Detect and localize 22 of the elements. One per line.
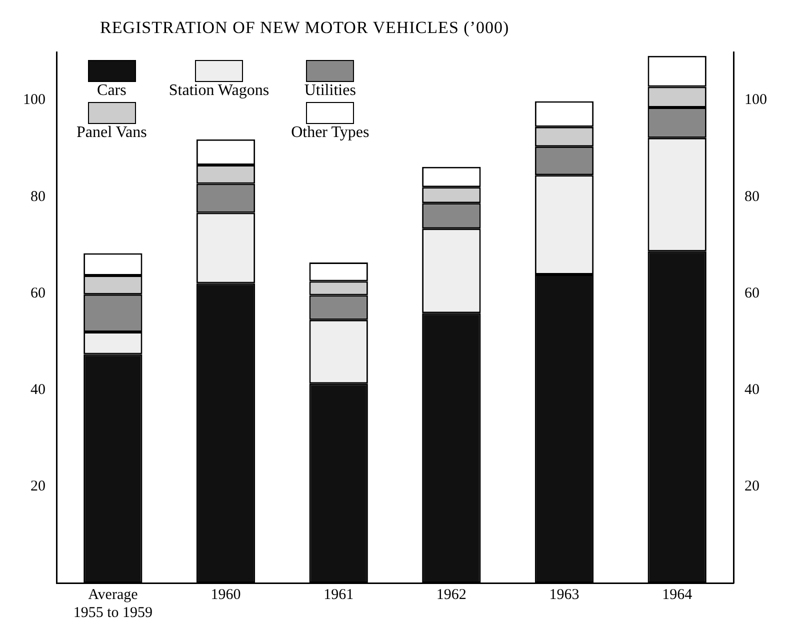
x-tick-label: 1963: [549, 586, 580, 603]
x-tick-label: 1961: [324, 586, 354, 603]
y2-tick-label: 80: [744, 188, 760, 205]
legend-label: Panel Vans: [76, 124, 147, 142]
x-tick-label: Average 1955 to 1959: [73, 586, 153, 621]
chart-title: REGISTRATION OF NEW MOTOR VEHICLES (’000): [100, 18, 510, 38]
x-tick-label: 1964: [662, 586, 693, 603]
x-tick-label: 1962: [436, 586, 466, 603]
y-tick-label: 80: [30, 188, 46, 205]
y2-tick-label: 40: [744, 382, 760, 398]
y2-tick-label: 20: [744, 478, 760, 494]
legend-label: Utilities: [304, 82, 356, 100]
y-tick-label: 100: [23, 92, 46, 108]
y-tick-label: 60: [30, 285, 46, 302]
legend-label: Station Wagons: [168, 82, 270, 100]
y2-tick-label: 60: [744, 285, 760, 302]
y2-tick-label: 100: [744, 92, 767, 108]
y-tick-label: 40: [30, 382, 46, 398]
x-tick-label: 1960: [210, 586, 241, 603]
legend-label: Cars: [97, 82, 126, 100]
text: Other Types: [291, 124, 370, 142]
y-tick-label: 20: [30, 478, 46, 494]
